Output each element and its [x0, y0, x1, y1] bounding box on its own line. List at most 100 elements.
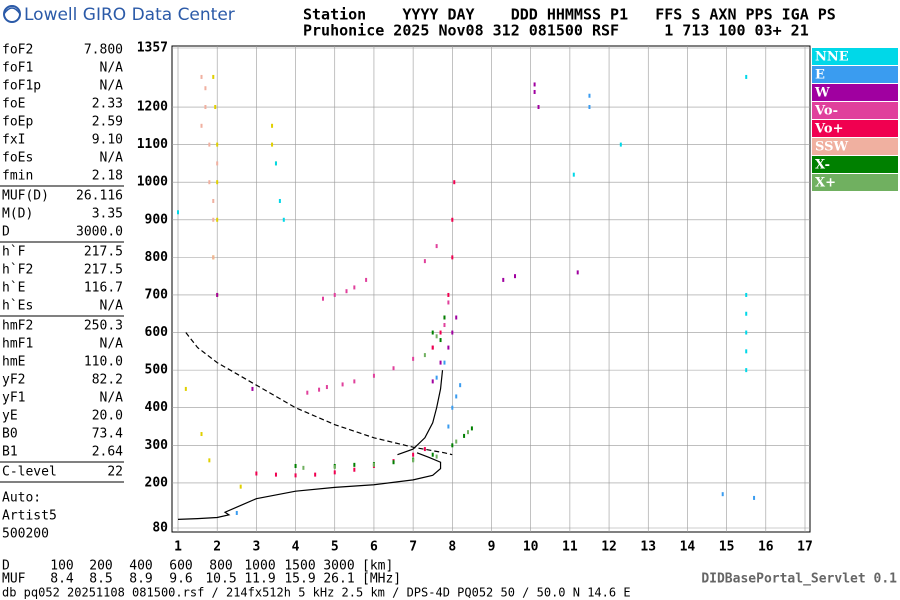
echo-point — [451, 443, 454, 448]
echo-point — [431, 345, 434, 350]
param-name: foE — [2, 97, 25, 112]
echo-point — [321, 296, 324, 301]
legend-label: NNE — [815, 50, 849, 65]
muf-label: MUF — [2, 572, 26, 587]
echo-point — [392, 460, 395, 465]
echo-point — [619, 142, 622, 147]
echo-point — [271, 142, 274, 147]
echo-point — [345, 289, 348, 294]
param-value: 73.4 — [92, 427, 123, 442]
echo-point — [251, 386, 254, 391]
echo-point — [423, 259, 426, 264]
logo-icon — [3, 5, 21, 23]
param-name: hmF1 — [2, 337, 33, 352]
echo-point — [177, 210, 179, 215]
echo-point — [212, 198, 215, 203]
echo-point — [455, 439, 458, 444]
param-name: yF1 — [2, 391, 25, 406]
echo-point — [439, 330, 442, 335]
echo-point — [239, 484, 242, 489]
legend-swatch — [812, 156, 898, 173]
y-tick-label: 400 — [145, 400, 169, 415]
param-value: 2.33 — [92, 97, 123, 112]
echo-point — [282, 217, 285, 222]
echo-point — [271, 123, 274, 128]
legend-label: W — [814, 86, 830, 101]
station-header: Station YYYY DAY DDD HHMMSS P1 FFS S AXN… — [303, 6, 836, 24]
param-value: 2.64 — [92, 445, 123, 460]
y-tick-label: 1357 — [137, 41, 168, 56]
echo-point — [212, 217, 215, 222]
echo-point — [439, 360, 442, 365]
echo-point — [745, 311, 748, 316]
echo-point — [459, 383, 462, 388]
muf-distance: 400 — [129, 559, 152, 574]
y-tick-label: 200 — [145, 475, 169, 490]
echo-point — [372, 462, 375, 467]
x-tick-label: 8 — [448, 540, 456, 555]
param-name: foF1 — [2, 61, 33, 76]
echo-point — [470, 426, 473, 431]
param-value: 3000.0 — [76, 225, 123, 240]
param-value: 2.59 — [92, 115, 123, 130]
echo-point — [576, 270, 579, 275]
echo-point — [314, 472, 317, 477]
echo-point — [588, 93, 591, 98]
muf-value: 8.9 — [129, 572, 152, 587]
auto-text: Auto: — [2, 491, 41, 506]
profile-line — [397, 370, 444, 456]
echo-point — [412, 356, 415, 361]
param-name: h`Es — [2, 299, 33, 314]
echo-point — [353, 467, 356, 472]
param-name: MUF(D) — [2, 189, 49, 204]
echo-point — [466, 430, 469, 435]
echo-point — [200, 74, 203, 79]
plot-frame — [171, 45, 811, 533]
x-tick-label: 17 — [797, 540, 813, 555]
param-name: yF2 — [2, 373, 25, 388]
param-name: B1 — [2, 445, 18, 460]
echo-point — [435, 244, 438, 249]
param-name: C-level — [2, 465, 57, 480]
muf-value: 26.1 — [323, 572, 354, 587]
y-tick-label: 600 — [145, 325, 169, 340]
param-name: B0 — [2, 427, 18, 442]
echo-point — [455, 315, 458, 320]
muf-value: 11.9 — [244, 572, 275, 587]
echo-point — [365, 277, 368, 282]
echo-point — [216, 217, 219, 222]
echo-point — [431, 452, 434, 457]
echo-point — [235, 510, 238, 515]
echo-point — [208, 458, 211, 463]
echo-point — [333, 470, 336, 475]
echo-point — [278, 198, 281, 203]
profile-line — [185, 332, 453, 456]
echo-point — [216, 292, 219, 297]
echo-point — [302, 465, 305, 470]
echo-point — [318, 387, 321, 392]
echo-point — [212, 74, 215, 79]
echo-point — [423, 447, 426, 452]
param-value: 3.35 — [92, 207, 123, 222]
echo-point — [435, 454, 438, 459]
param-name: h`F2 — [2, 263, 33, 278]
x-tick-label: 2 — [213, 540, 221, 555]
echo-point — [216, 161, 219, 166]
x-tick-label: 15 — [719, 540, 735, 555]
echo-point — [333, 292, 336, 297]
param-name: hmE — [2, 355, 25, 370]
x-tick-label: 1 — [174, 540, 182, 555]
param-name: D — [2, 225, 10, 240]
y-tick-label: 1000 — [137, 175, 168, 190]
echo-point — [745, 330, 748, 335]
y-tick-label: 800 — [145, 250, 169, 265]
echo-point — [533, 89, 536, 94]
echo-point — [745, 349, 748, 354]
echo-point — [431, 330, 434, 335]
muf-value: 15.9 — [284, 572, 315, 587]
muf-value: 10.5 — [205, 572, 236, 587]
echo-point — [216, 180, 219, 185]
param-name: fxI — [2, 133, 25, 148]
param-value: 110.0 — [84, 355, 123, 370]
muf-distance: 1000 — [244, 559, 275, 574]
